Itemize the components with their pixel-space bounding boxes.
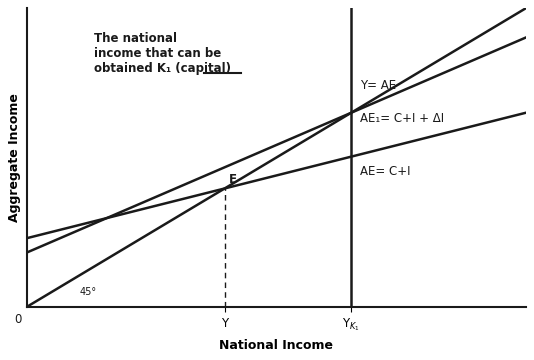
Text: The national
income that can be
obtained K₁ (capital): The national income that can be obtained… xyxy=(94,32,231,75)
Text: 45°: 45° xyxy=(79,287,96,297)
Text: E: E xyxy=(229,173,237,186)
Text: AE= C+I: AE= C+I xyxy=(360,165,411,177)
Text: Y= AE: Y= AE xyxy=(360,79,396,92)
Text: AE₁= C+I + ΔI: AE₁= C+I + ΔI xyxy=(360,112,444,125)
X-axis label: National Income: National Income xyxy=(219,339,333,352)
Text: 0: 0 xyxy=(14,313,22,326)
Y-axis label: Aggregate Income: Aggregate Income xyxy=(9,93,21,222)
